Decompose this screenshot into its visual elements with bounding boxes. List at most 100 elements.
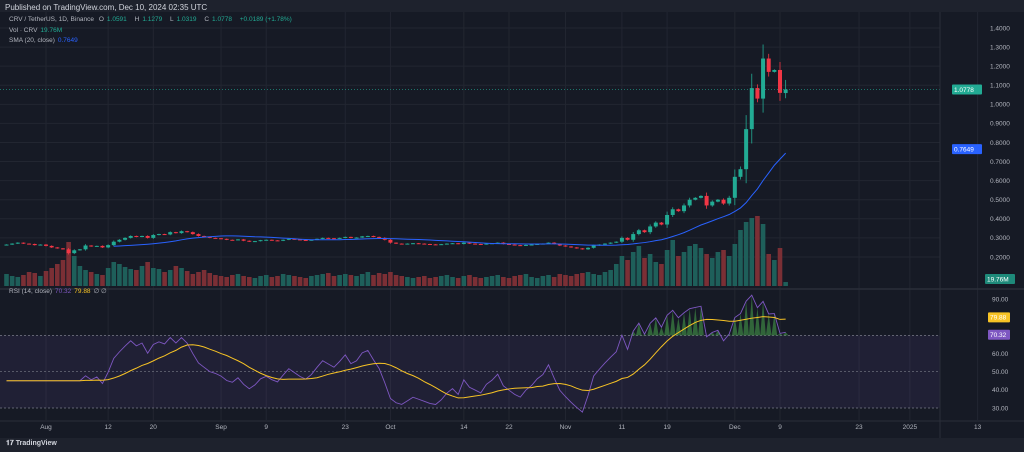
logo-text: TradingView: [15, 440, 57, 447]
candle: [631, 232, 636, 242]
candle-body: [552, 242, 557, 244]
sma-tag-bg: [952, 144, 982, 155]
candle-body: [704, 195, 709, 206]
candle: [682, 203, 687, 214]
candle-body: [44, 244, 49, 246]
low-label: L: [170, 16, 174, 23]
candle: [38, 244, 43, 246]
candle: [49, 245, 54, 248]
candle: [478, 243, 483, 245]
volume-bar: [32, 273, 38, 286]
candle-body: [416, 243, 421, 245]
candle: [230, 239, 235, 241]
rsi-label[interactable]: RSI (14, close): [9, 288, 52, 295]
volume-bar: [709, 258, 715, 286]
symbol-title[interactable]: CRV / TetherUS, 1D, Binance: [9, 16, 95, 23]
volume-bar: [591, 274, 596, 286]
candle: [44, 244, 49, 247]
volume-bar: [489, 276, 495, 286]
candle-body: [687, 199, 692, 206]
volume-bar: [664, 250, 670, 286]
candle: [704, 192, 709, 209]
candle: [281, 239, 286, 242]
volume-bar: [280, 274, 286, 286]
high-label: H: [134, 16, 140, 23]
candle: [602, 243, 607, 245]
candle-body: [512, 244, 517, 246]
candle-body: [15, 242, 20, 244]
volume-bar: [173, 266, 179, 286]
sma-tag-text: 0.7649: [954, 146, 974, 153]
candle: [433, 244, 438, 246]
volume-bar: [512, 276, 517, 286]
volume-bar: [71, 256, 77, 286]
rsi-tag-bg: [988, 329, 1010, 340]
price-tick-label: 0.3000: [990, 235, 1010, 242]
volume-bar: [653, 262, 659, 286]
volume-bar: [224, 277, 229, 286]
volume-bar: [484, 277, 489, 286]
volume-bar: [721, 250, 726, 286]
candle-body: [586, 247, 591, 250]
volume-bar: [693, 244, 698, 286]
candle-body: [348, 236, 353, 238]
rsi-tick-label: 40.00: [992, 387, 1009, 394]
volume-bar: [393, 275, 399, 286]
candle-body: [456, 243, 461, 245]
candle-body: [252, 241, 257, 243]
candle-body: [659, 222, 664, 225]
rsi-sma-line: [6, 316, 786, 399]
sma-label[interactable]: SMA (20, close): [9, 37, 55, 44]
volume-bar: [636, 246, 642, 286]
volume-bar: [184, 271, 190, 286]
sma-value: 0.7649: [57, 37, 78, 44]
candle: [461, 242, 466, 245]
volume-bar: [670, 240, 676, 286]
candle: [156, 233, 161, 236]
volume-bar: [269, 277, 275, 286]
candle-body: [162, 234, 167, 236]
candle: [15, 242, 20, 244]
candle: [21, 242, 26, 244]
candle-body: [292, 238, 297, 240]
candle-body: [727, 197, 732, 204]
candle-body: [450, 243, 455, 245]
candle-body: [196, 234, 201, 236]
candle: [411, 242, 416, 245]
volume-bar: [410, 278, 416, 286]
candle: [450, 242, 455, 245]
candle-body: [156, 234, 161, 236]
volume-bar: [371, 275, 376, 286]
low-value: 1.0319: [176, 16, 197, 23]
candle: [190, 231, 195, 235]
candle: [569, 246, 574, 248]
candle: [608, 242, 613, 244]
volume-bar: [563, 275, 568, 286]
volume-label[interactable]: Vol · CRV: [9, 27, 38, 34]
volume-bar: [134, 270, 139, 286]
candle: [749, 73, 754, 144]
candle-body: [473, 243, 478, 245]
rsi-tag-text: 70.32: [990, 332, 1007, 339]
volume-bar: [331, 276, 337, 286]
grid: [0, 12, 979, 420]
candle-body: [614, 241, 619, 243]
chart-frame: [0, 12, 1024, 438]
tradingview-logo[interactable]: 𝟏𝟕 TradingView: [6, 440, 57, 448]
candle-body: [337, 237, 342, 239]
volume-bar: [501, 277, 506, 286]
candle-body: [224, 238, 229, 240]
candle-body: [377, 236, 382, 238]
rsi-tick-label: 30.00: [992, 405, 1009, 412]
rsi-sma-tag: 79.88: [988, 312, 1010, 323]
candle: [331, 237, 336, 240]
candle: [619, 236, 624, 244]
volume-bar: [540, 276, 546, 286]
volume-bar: [179, 268, 184, 286]
candle: [32, 243, 37, 246]
candle: [512, 244, 517, 246]
volume-tag-text: 19.76M: [987, 276, 1009, 283]
volume-bar: [258, 276, 263, 286]
volume-bar: [726, 256, 732, 286]
